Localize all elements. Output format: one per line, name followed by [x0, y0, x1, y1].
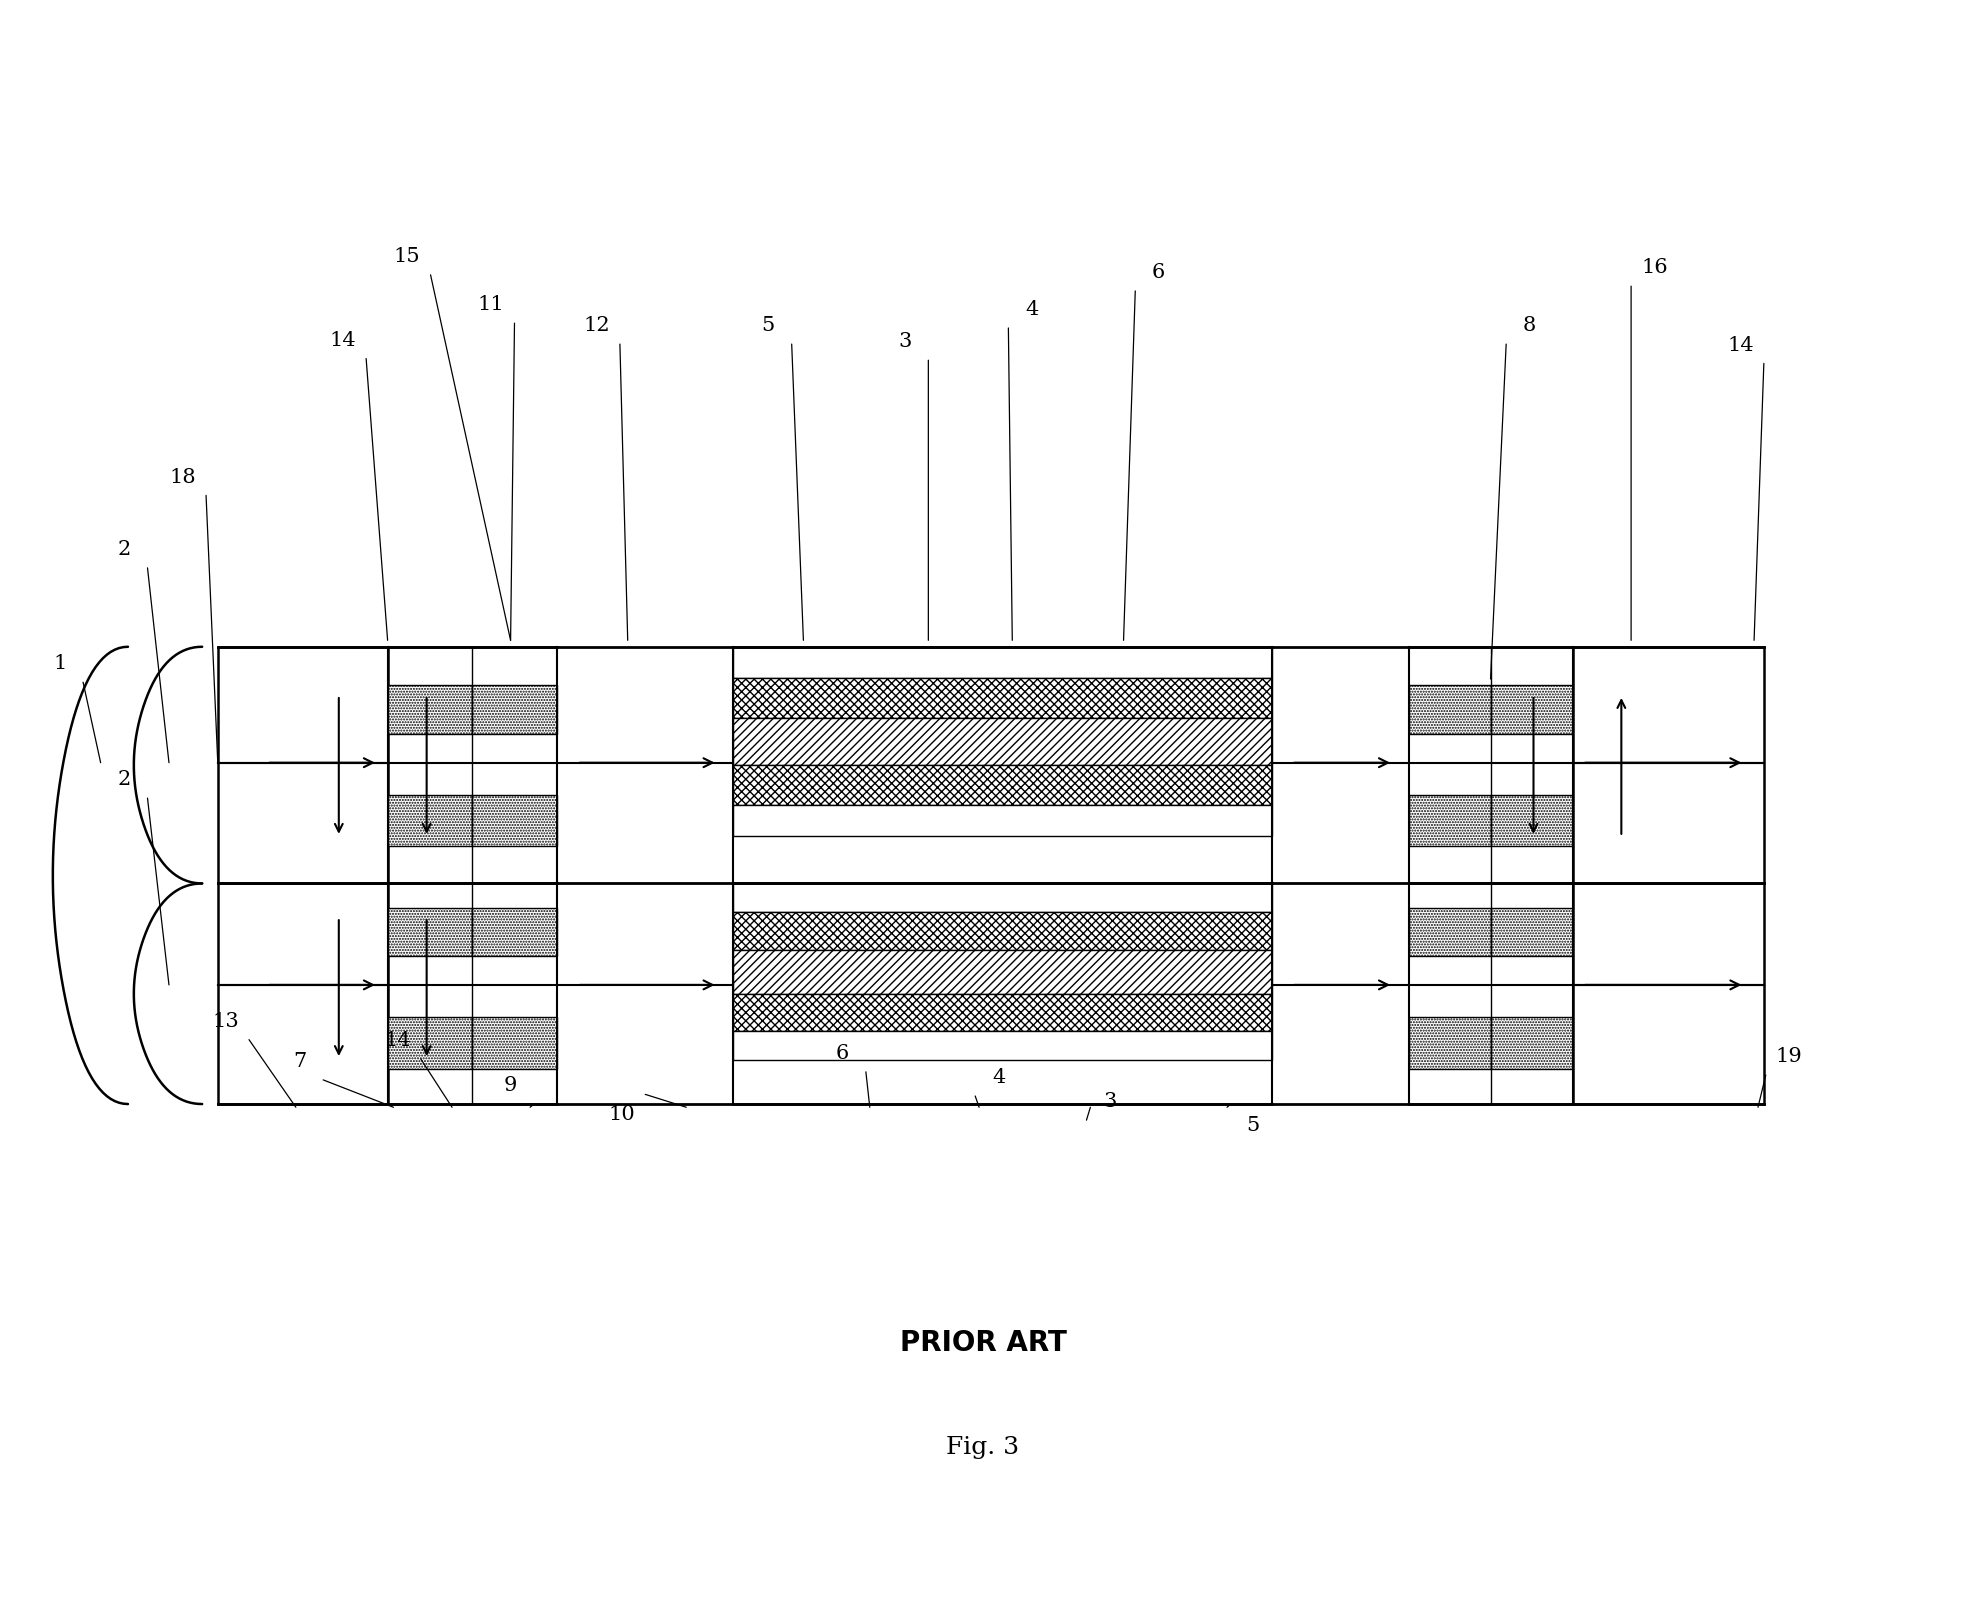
Text: 16: 16 — [1642, 258, 1667, 278]
Text: 5: 5 — [761, 316, 775, 334]
Bar — [387, 795, 472, 847]
Text: 14: 14 — [330, 331, 356, 349]
Bar — [472, 795, 558, 847]
Text: 2: 2 — [118, 540, 130, 558]
Bar — [733, 995, 1272, 1032]
Text: 13: 13 — [212, 1011, 240, 1031]
Text: Fig. 3: Fig. 3 — [946, 1436, 1020, 1459]
Text: 10: 10 — [609, 1105, 635, 1123]
Bar — [472, 687, 558, 734]
Text: 5: 5 — [1246, 1115, 1258, 1134]
Text: 7: 7 — [293, 1052, 307, 1071]
Bar — [218, 648, 387, 885]
Bar — [1573, 885, 1764, 1104]
Text: 15: 15 — [393, 247, 421, 266]
Bar — [1573, 648, 1764, 885]
Text: 14: 14 — [1726, 336, 1754, 354]
Bar — [387, 1018, 472, 1070]
Bar — [733, 807, 1272, 836]
Text: 6: 6 — [1152, 263, 1166, 282]
Bar — [1490, 687, 1573, 734]
Bar — [733, 648, 1272, 678]
Bar — [1408, 1018, 1490, 1070]
Text: 14: 14 — [383, 1031, 411, 1050]
Bar — [1408, 907, 1490, 956]
Text: 6: 6 — [836, 1044, 849, 1063]
Bar — [1490, 795, 1573, 847]
Text: 2: 2 — [118, 769, 130, 789]
Text: PRIOR ART: PRIOR ART — [900, 1329, 1066, 1357]
Bar — [472, 1018, 558, 1070]
Text: 3: 3 — [1103, 1092, 1117, 1110]
Text: 8: 8 — [1524, 316, 1535, 334]
Text: 11: 11 — [478, 295, 505, 315]
Bar — [733, 766, 1272, 807]
Bar — [1490, 907, 1573, 956]
Text: 4: 4 — [1024, 300, 1038, 320]
Text: 19: 19 — [1775, 1047, 1803, 1066]
Bar — [733, 885, 1272, 912]
Text: 3: 3 — [898, 333, 912, 351]
Bar — [733, 949, 1272, 995]
Text: 18: 18 — [169, 467, 197, 487]
Bar — [733, 719, 1272, 766]
Bar — [1408, 687, 1490, 734]
Text: 9: 9 — [503, 1076, 517, 1094]
Text: 4: 4 — [993, 1068, 1005, 1086]
Bar — [387, 687, 472, 734]
Bar — [472, 907, 558, 956]
Bar — [218, 885, 387, 1104]
Bar — [1490, 1018, 1573, 1070]
Bar — [733, 678, 1272, 719]
Bar — [1408, 795, 1490, 847]
Text: 12: 12 — [584, 316, 609, 334]
Bar — [733, 1032, 1272, 1060]
Text: 1: 1 — [53, 654, 67, 674]
Bar — [733, 912, 1272, 949]
Bar — [387, 907, 472, 956]
